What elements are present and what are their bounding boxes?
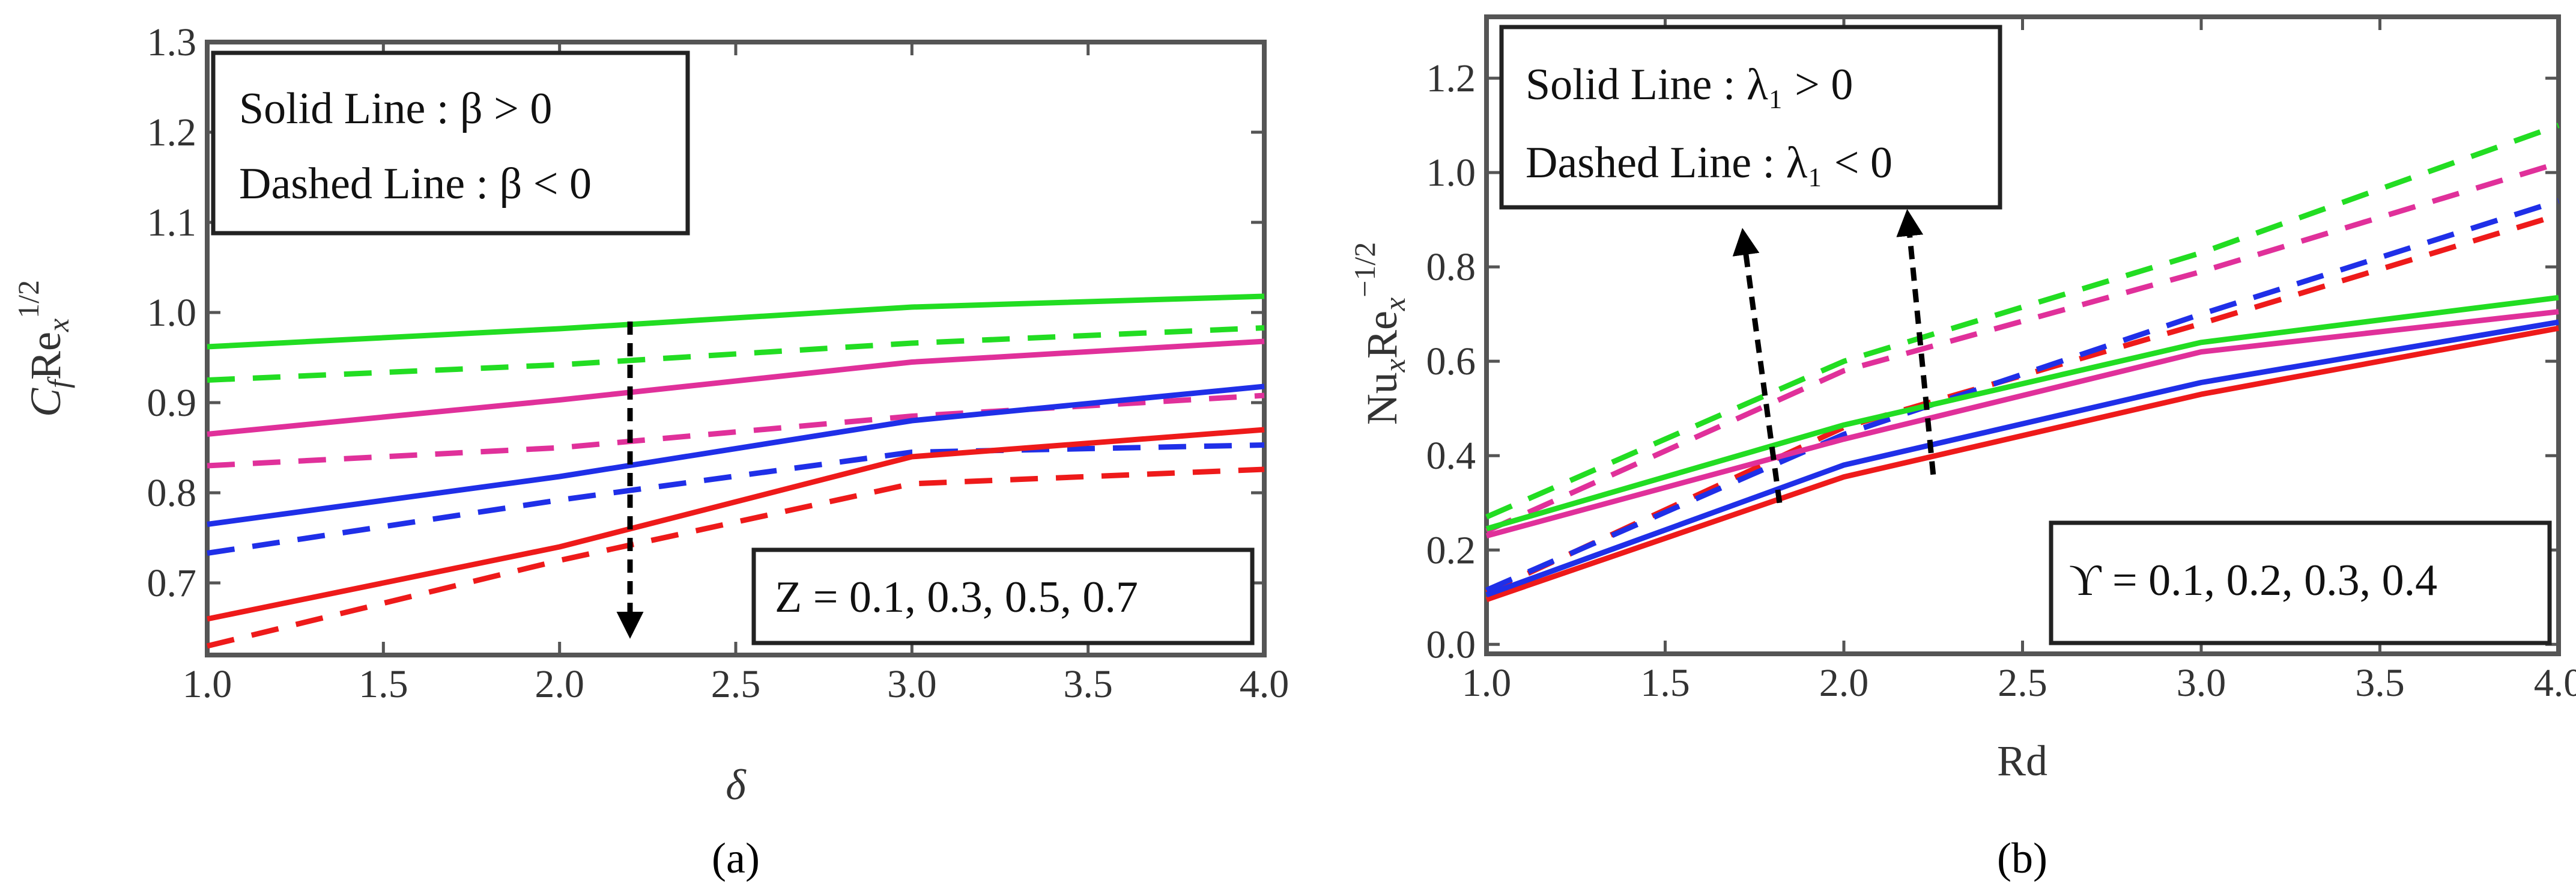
y-label-sup: 1/2 (11, 280, 45, 318)
x-axis-label: Rd (1997, 737, 2047, 785)
y-label-re: Re (1358, 311, 1406, 359)
y-tick-labels: 0.7 0.8 0.9 1.0 1.1 1.2 1.3 (147, 20, 197, 605)
x-tick-label: 1.5 (359, 662, 408, 706)
data-series (206, 293, 1265, 649)
y-label-re-sub: x (41, 318, 75, 332)
x-axis-label: δ (726, 761, 747, 809)
y-tick-label: 0.9 (147, 381, 197, 425)
y-label-re: Re (22, 332, 70, 380)
series-line (207, 338, 1265, 437)
series-line (1485, 198, 2560, 593)
x-tick-label: 1.0 (183, 662, 232, 706)
y-tick-label: 0.6 (1426, 340, 1476, 383)
x-tick-label: 1.0 (1462, 661, 1512, 705)
y-axis-label: NuxRex−1/2 (1348, 242, 1411, 425)
data-series (1485, 123, 2560, 602)
x-tick-label: 2.0 (535, 662, 584, 706)
y-label-re-sub: x (1378, 297, 1411, 311)
y-label-sup: −1/2 (1348, 242, 1381, 297)
trend-arrow (1732, 228, 1783, 504)
x-tick-labels: 1.0 1.5 2.0 2.5 3.0 3.5 4.0 (183, 662, 1290, 706)
x-tick-label: 3.5 (2355, 661, 2405, 705)
series-line (1485, 160, 2560, 534)
legend-dashed-line: Dashed Line : β < 0 (239, 159, 592, 209)
series-line (207, 293, 1265, 350)
y-tick-label: 1.0 (147, 291, 197, 335)
series-line (207, 427, 1265, 622)
chart-panel-a: 1.0 1.5 2.0 2.5 3.0 3.5 4.0 0.7 0.8 0.9 … (11, 20, 1289, 882)
legend-solid-line: Solid Line : β > 0 (239, 84, 552, 133)
y-tick-label: 1.2 (1426, 56, 1476, 100)
y-tick-label: 0.8 (1426, 245, 1476, 289)
legend-box (1499, 25, 2002, 210)
legend: Solid Line : λ₁ > 0 Dashed Line : λ₁ < 0 (1499, 25, 2002, 210)
series-line (1485, 123, 2560, 520)
chart-panel-b: 1.0 1.5 2.0 2.5 3.0 3.5 4.0 0.0 0.2 0.4 … (1348, 14, 2576, 882)
parameter-label: ϒ = 0.1, 0.2, 0.3, 0.4 (2069, 556, 2437, 605)
x-tick-labels: 1.0 1.5 2.0 2.5 3.0 3.5 4.0 (1462, 661, 2576, 705)
x-tick-label: 3.0 (887, 662, 937, 706)
y-tick-label: 1.3 (147, 20, 197, 64)
trend-arrows (1732, 209, 1936, 504)
panel-caption: (b) (1997, 834, 2047, 882)
series-line (207, 442, 1265, 556)
y-tick-label: 1.0 (1426, 151, 1476, 195)
y-label-sub: x (1378, 359, 1411, 373)
legend-dashed-line: Dashed Line : λ₁ < 0 (1526, 138, 1893, 187)
parameter-box-frame (751, 547, 1255, 645)
parameter-label: Z = 0.1, 0.3, 0.5, 0.7 (775, 573, 1138, 622)
y-tick-label: 0.4 (1426, 434, 1476, 478)
parameter-box: ϒ = 0.1, 0.2, 0.3, 0.4 (2049, 520, 2552, 645)
series-line (1485, 294, 2559, 532)
y-tick-labels: 0.0 0.2 0.4 0.6 0.8 1.0 1.2 (1426, 56, 1476, 666)
series-line (1485, 309, 2559, 539)
y-tick-label: 1.2 (147, 111, 197, 154)
x-tick-label: 2.5 (711, 662, 761, 706)
parameter-box-frame (2049, 520, 2552, 645)
panel-caption: (a) (712, 834, 760, 882)
x-tick-label: 3.0 (2177, 661, 2226, 705)
x-tick-label: 2.0 (1819, 661, 1869, 705)
y-tick-label: 1.1 (147, 201, 197, 245)
y-label-main: C (22, 388, 70, 417)
x-tick-label: 4.0 (1240, 662, 1290, 706)
legend-solid-line: Solid Line : λ₁ > 0 (1526, 60, 1853, 109)
series-line (1485, 325, 2559, 602)
y-label-main: Nu (1358, 372, 1406, 425)
series-line (1485, 319, 2559, 598)
y-tick-label: 0.0 (1426, 623, 1476, 666)
parameter-box: Z = 0.1, 0.3, 0.5, 0.7 (751, 547, 1255, 645)
y-tick-label: 0.7 (147, 561, 197, 605)
x-tick-label: 2.5 (1998, 661, 2047, 705)
series-line (207, 325, 1265, 383)
y-tick-label: 0.2 (1426, 528, 1476, 572)
legend: Solid Line : β > 0 Dashed Line : β < 0 (211, 50, 690, 236)
x-tick-label: 1.5 (1640, 661, 1690, 705)
x-tick-label: 3.5 (1063, 662, 1113, 706)
series-line (207, 383, 1265, 527)
y-tick-label: 0.8 (147, 471, 197, 515)
legend-box (211, 50, 690, 236)
y-axis-label: CfRex1/2 (11, 280, 75, 417)
x-tick-label: 4.0 (2534, 661, 2576, 705)
